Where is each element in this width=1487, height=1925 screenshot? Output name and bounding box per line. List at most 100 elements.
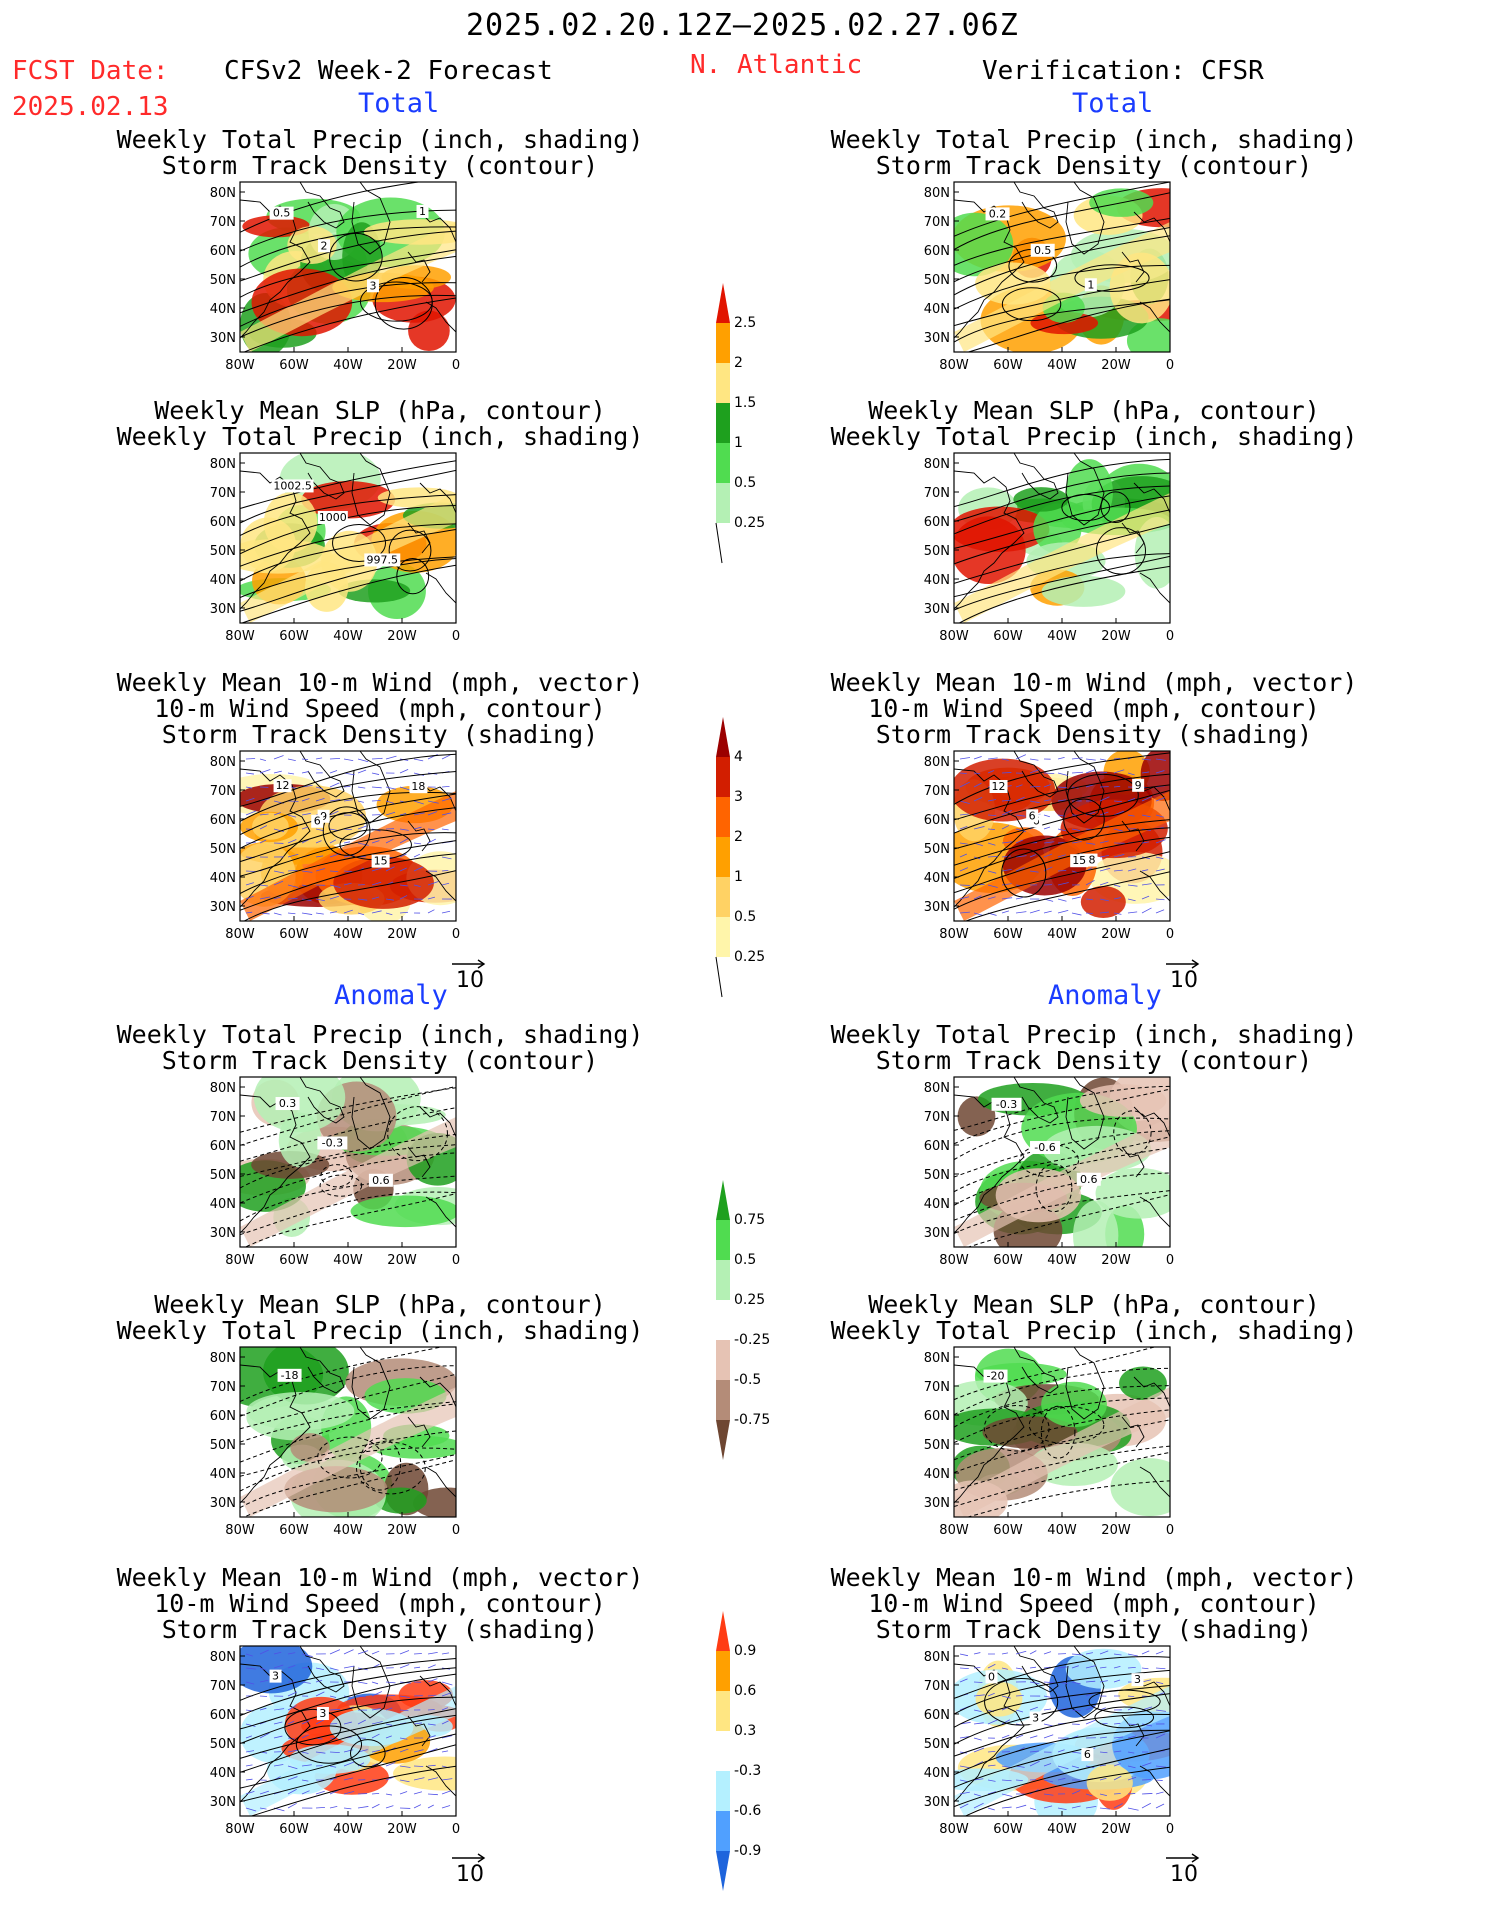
lat-label: 80N <box>924 755 950 770</box>
wind-vector <box>441 1750 449 1753</box>
wind-vector <box>441 812 452 816</box>
colorbar-segment <box>716 1691 730 1731</box>
colorbar-segment <box>716 1731 730 1771</box>
coastline <box>1139 572 1170 604</box>
wind-vector <box>259 1695 268 1697</box>
wind-vector <box>413 853 421 858</box>
wind-vector <box>441 1778 453 1781</box>
contour-label-bg <box>989 780 1008 794</box>
map-vf-anom-slp: 80N 70N 60N 50N 40N 30N 80W 60W 40W 20W 0 -20 <box>924 1346 1174 1538</box>
wind-vector <box>1113 785 1121 788</box>
contour-line <box>954 299 1170 343</box>
contour-line <box>240 1744 456 1803</box>
wind-vector <box>973 1778 984 1781</box>
wind-vector <box>1071 828 1081 831</box>
wind-vector <box>973 772 981 775</box>
wind-vector <box>287 1652 296 1655</box>
contour-ring <box>1094 1706 1155 1729</box>
wind-vector <box>1141 758 1151 761</box>
section-anomaly-verification: Anomaly <box>1048 980 1162 1011</box>
wind-vector <box>1057 882 1069 886</box>
wind-vector <box>973 756 982 760</box>
wind-vector <box>329 810 339 816</box>
wind-vector <box>413 1722 422 1725</box>
contour-line <box>954 1085 1170 1131</box>
wind-vector <box>1001 883 1012 886</box>
lon-label: 40W <box>333 1253 363 1268</box>
wind-vector <box>357 1695 366 1698</box>
contour-line <box>954 509 1170 565</box>
wind-vector <box>1001 910 1010 914</box>
contour-line <box>240 469 456 524</box>
contour-line <box>240 460 456 510</box>
wind-vector <box>1113 769 1125 774</box>
colorbar-label: 0.5 <box>734 909 756 925</box>
shading-blob <box>333 856 434 909</box>
wind-vector <box>245 1667 256 1670</box>
shading-band <box>954 493 1170 623</box>
contour-line <box>954 819 1170 866</box>
map-fc-anom-slp: 80N 70N 60N 50N 40N 30N 80W 60W 40W 20W 0 -18 <box>210 1346 460 1538</box>
wind-vector <box>1001 855 1011 858</box>
colorbar-label: 2.5 <box>734 315 756 331</box>
shading-blob <box>1119 1366 1167 1401</box>
lon-label: 60W <box>993 1523 1023 1538</box>
wind-vector <box>287 1776 298 1781</box>
wind-vector <box>245 1791 255 1795</box>
lat-label: 40N <box>210 1197 236 1212</box>
contour-ring <box>1035 1163 1073 1213</box>
wind-vector <box>1071 841 1082 844</box>
wind-vector <box>427 1694 437 1697</box>
vector-ref-vf-total: 10 <box>1164 958 1204 998</box>
wind-vector <box>1155 1765 1167 1768</box>
contour-line <box>240 1708 456 1759</box>
lat-label: 60N <box>210 1139 236 1154</box>
wind-vector <box>1155 1803 1165 1809</box>
lon-label: 80W <box>225 927 255 942</box>
wind-vector <box>1099 911 1109 914</box>
contour-label: 12 <box>276 779 290 792</box>
contour-ring <box>1019 1143 1080 1178</box>
wind-vector <box>1099 1793 1107 1797</box>
colorbar-segment <box>716 1300 730 1340</box>
wind-vector <box>1155 797 1166 802</box>
lon-label: 0 <box>1166 927 1174 942</box>
wind-vector <box>329 782 340 788</box>
coastline <box>1065 453 1105 526</box>
wind-vector <box>287 853 299 858</box>
shading-band <box>240 1117 456 1247</box>
wind-vector <box>987 870 997 874</box>
contour-ring <box>387 1106 448 1162</box>
wind-vector <box>1001 1706 1009 1711</box>
contour-line <box>964 871 1170 921</box>
contour-ring <box>295 1725 363 1764</box>
wind-vector <box>245 1723 256 1727</box>
wind-vector <box>427 909 435 914</box>
wind-vector <box>245 1778 253 1781</box>
contour-label: 6 <box>314 815 321 828</box>
wind-vector <box>1099 811 1109 816</box>
contour-line <box>954 1748 1170 1808</box>
wind-vector <box>427 1723 436 1726</box>
contour-line <box>954 192 1170 251</box>
lat-label: 70N <box>924 486 950 501</box>
coastline <box>1121 820 1145 852</box>
contour-line <box>958 565 1170 623</box>
shading-blob <box>954 212 1014 277</box>
wind-vector <box>1043 910 1052 914</box>
contour-line <box>240 494 456 536</box>
wind-vector <box>371 1803 380 1809</box>
wind-vector <box>973 1694 985 1697</box>
wind-vector <box>1141 796 1153 802</box>
lon-label: 40W <box>1047 1822 1077 1837</box>
wind-vector <box>1001 869 1012 872</box>
lon-label: 40W <box>1047 1523 1077 1538</box>
wind-vector <box>1141 841 1150 844</box>
wind-vector <box>1043 1651 1052 1655</box>
wind-vector <box>1057 1807 1067 1811</box>
lat-label: 50N <box>210 273 236 288</box>
wind-vector <box>1015 1779 1023 1782</box>
wind-vector <box>1057 854 1066 858</box>
wind-vector <box>441 1681 453 1686</box>
wind-vector <box>973 1652 981 1655</box>
